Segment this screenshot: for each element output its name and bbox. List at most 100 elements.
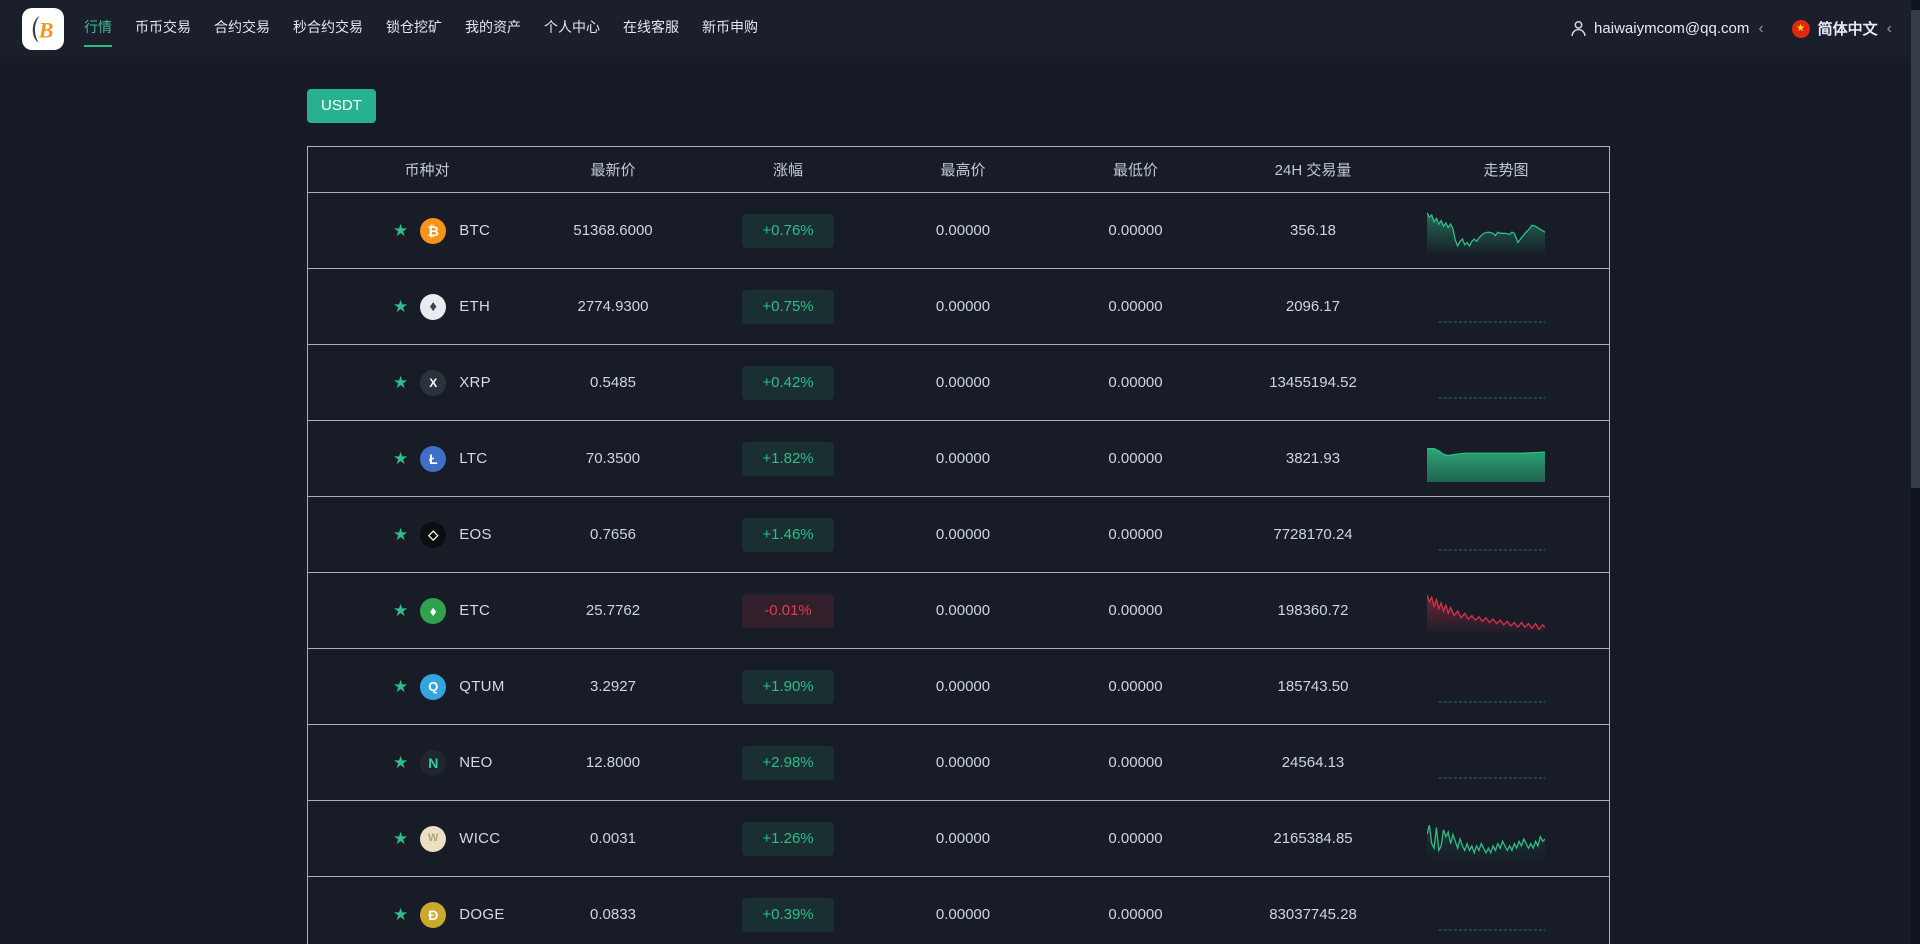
page-scrollbar-thumb[interactable]	[1911, 10, 1920, 488]
last-price: 2774.9300	[577, 298, 649, 315]
low-price: 0.00000	[1108, 678, 1163, 695]
trend-chart-cell	[1403, 436, 1609, 482]
table-row-qtum[interactable]: ★ Q QTUM 3.2927 +1.90% 0.00000 0.00000 185743.5…	[308, 648, 1609, 724]
nav-item-1[interactable]: 行情	[84, 11, 112, 47]
last-price: 12.8000	[585, 754, 641, 771]
wicc-coin-icon: W	[420, 825, 447, 852]
volume-24h: 24564.13	[1281, 754, 1345, 771]
table-row-ltc[interactable]: ★ Ł LTC 70.3500 +1.82% 0.00000 0.00000 3821.93	[308, 420, 1609, 496]
favorite-star-icon[interactable]: ★	[393, 905, 409, 924]
trend-chart-cell	[1403, 284, 1609, 330]
pair-symbol: ETH	[459, 298, 491, 315]
pair-cell: ★ ♦ ETH	[308, 293, 528, 320]
sparkline-chart	[1427, 740, 1545, 786]
table-row-wicc[interactable]: ★ W WICC 0.0031 +1.26% 0.00000 0.00000 2165384.…	[308, 800, 1609, 876]
change-cell: +1.46%	[698, 517, 878, 552]
table-row-doge[interactable]: ★ Đ DOGE 0.0833 +0.39% 0.00000 0.00000 83037745…	[308, 876, 1609, 944]
pair-cell: ★ ♦ ETC	[308, 597, 528, 624]
sparkline-chart	[1427, 360, 1545, 406]
column-header: 走势图	[1483, 162, 1529, 179]
account-email[interactable]: haiwaiymcom@qq.com	[1594, 20, 1750, 37]
nav-item-6[interactable]: 我的资产	[465, 18, 521, 35]
high-price: 0.00000	[935, 298, 991, 315]
high-price: 0.00000	[935, 222, 991, 239]
table-row-neo[interactable]: ★ N NEO 12.8000 +2.98% 0.00000 0.00000 24564.13	[308, 724, 1609, 800]
change-cell: +0.42%	[698, 365, 878, 400]
table-row-eth[interactable]: ★ ♦ ETH 2774.9300 +0.75% 0.00000 0.00000 2096.1…	[308, 268, 1609, 344]
trend-chart-cell	[1403, 588, 1609, 634]
qtum-coin-icon: Q	[420, 673, 447, 700]
low-price: 0.00000	[1108, 830, 1163, 847]
high-price: 0.00000	[935, 754, 991, 771]
column-header: 24H 交易量	[1274, 162, 1352, 179]
brand-logo[interactable]: B	[22, 7, 64, 50]
change-badge: +2.98%	[742, 745, 834, 780]
table-header-row: 币种对 最新价 涨幅 最高价 最低价 24H 交易量 走势图	[308, 147, 1609, 192]
language-chevron-icon: ‹	[1886, 19, 1892, 37]
volume-24h: 356.18	[1290, 222, 1336, 239]
change-cell: +1.82%	[698, 441, 878, 476]
favorite-star-icon[interactable]: ★	[393, 449, 409, 468]
nav-item-3[interactable]: 合约交易	[214, 18, 270, 35]
volume-24h: 185743.50	[1277, 678, 1349, 695]
sparkline-chart	[1427, 588, 1545, 634]
table-row-xrp[interactable]: ★ X XRP 0.5485 +0.42% 0.00000 0.00000 13455194.…	[308, 344, 1609, 420]
page-scrollbar-track[interactable]	[1911, 0, 1920, 944]
high-price: 0.00000	[935, 526, 991, 543]
eth-coin-icon: ♦	[420, 293, 447, 320]
pair-cell: ★ ◇ EOS	[308, 521, 528, 548]
pair-symbol: XRP	[459, 374, 491, 391]
last-price: 3.2927	[590, 678, 636, 695]
high-price: 0.00000	[935, 678, 991, 695]
nav-item-5[interactable]: 锁仓挖矿	[386, 18, 442, 35]
nav-menu: 行情 币币交易 合约交易 秒合约交易 锁仓挖矿 我的资产 个人中心 在线客服 新币申购	[84, 11, 758, 47]
favorite-star-icon[interactable]: ★	[393, 221, 409, 240]
high-price: 0.00000	[935, 830, 991, 847]
pair-symbol: NEO	[459, 754, 493, 771]
nav-item-4[interactable]: 秒合约交易	[293, 18, 363, 35]
table-row-eos[interactable]: ★ ◇ EOS 0.7656 +1.46% 0.00000 0.00000 7728170.2…	[308, 496, 1609, 572]
low-price: 0.00000	[1108, 222, 1163, 239]
nav-item-7[interactable]: 个人中心	[544, 18, 600, 35]
favorite-star-icon[interactable]: ★	[393, 525, 409, 544]
change-badge: +0.75%	[742, 289, 834, 324]
favorite-star-icon[interactable]: ★	[393, 677, 409, 696]
change-badge: +0.39%	[742, 897, 834, 932]
trend-chart-cell	[1403, 892, 1609, 938]
pair-symbol: EOS	[459, 526, 492, 543]
high-price: 0.00000	[935, 602, 991, 619]
change-badge: +0.42%	[742, 365, 834, 400]
pair-cell: ★ Q QTUM	[308, 673, 528, 700]
china-flag-icon: ★	[1791, 19, 1810, 38]
favorite-star-icon[interactable]: ★	[393, 829, 409, 848]
table-row-btc[interactable]: ★ ₿ BTC 51368.6000 +0.76% 0.00000 0.00000 356.1…	[308, 192, 1609, 268]
last-price: 0.0833	[590, 906, 636, 923]
language-selector[interactable]: 简体中文	[1817, 21, 1878, 38]
market-table: 币种对 最新价 涨幅 最高价 最低价 24H 交易量 走势图 ★ ₿ BTC 51368.6000…	[307, 146, 1610, 944]
nav-item-8[interactable]: 在线客服	[623, 18, 679, 35]
change-badge: +1.82%	[742, 441, 834, 476]
favorite-star-icon[interactable]: ★	[393, 601, 409, 620]
favorite-star-icon[interactable]: ★	[393, 753, 409, 772]
sparkline-chart	[1427, 208, 1545, 254]
favorite-star-icon[interactable]: ★	[393, 373, 409, 392]
pair-symbol: DOGE	[459, 906, 505, 923]
trend-chart-cell	[1403, 208, 1609, 254]
low-price: 0.00000	[1108, 526, 1163, 543]
nav-item-2[interactable]: 币币交易	[135, 18, 191, 35]
change-badge: +1.90%	[742, 669, 834, 704]
column-header: 币种对	[404, 162, 450, 179]
svg-text:B: B	[38, 17, 54, 42]
high-price: 0.00000	[935, 374, 991, 391]
usdt-tab-button[interactable]: USDT	[307, 89, 376, 123]
last-price: 0.7656	[590, 526, 636, 543]
pair-cell: ★ N NEO	[308, 749, 528, 776]
account-area: haiwaiymcom@qq.com ‹ ★ 简体中文 ‹	[1570, 18, 1892, 39]
table-row-etc[interactable]: ★ ♦ ETC 25.7762 -0.01% 0.00000 0.00000 198360.7…	[308, 572, 1609, 648]
nav-item-9[interactable]: 新币申购	[702, 18, 758, 35]
change-cell: +0.76%	[698, 213, 878, 248]
pair-cell: ★ Ł LTC	[308, 445, 528, 472]
change-cell: +0.39%	[698, 897, 878, 932]
favorite-star-icon[interactable]: ★	[393, 297, 409, 316]
pair-symbol: QTUM	[459, 678, 505, 695]
